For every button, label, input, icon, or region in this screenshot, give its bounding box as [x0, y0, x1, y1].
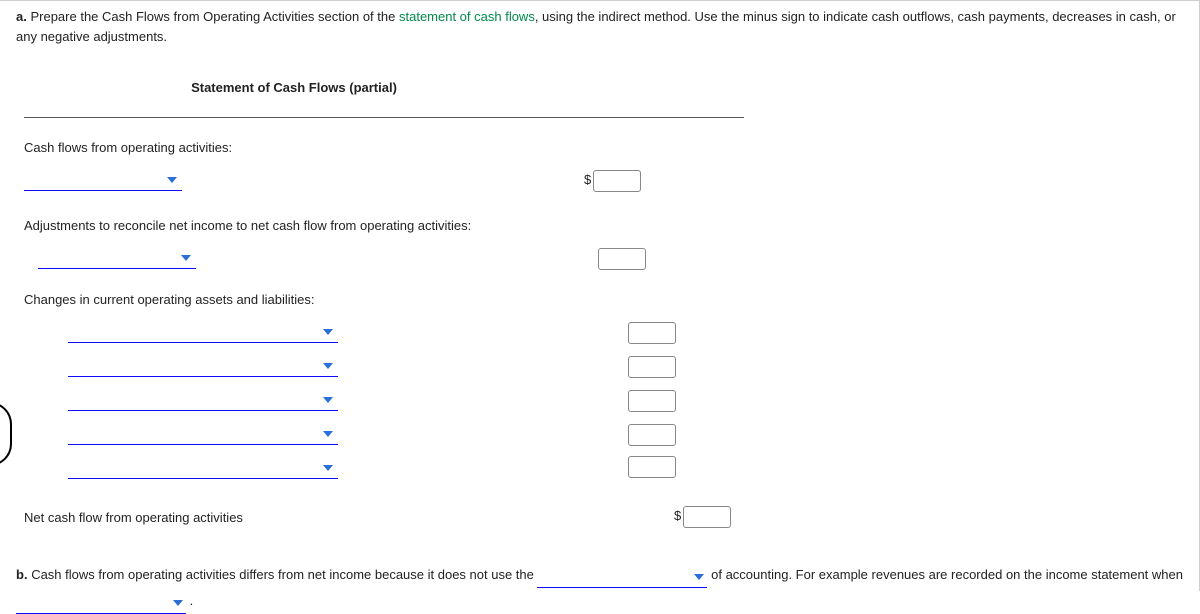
change-amount-input-5[interactable] — [628, 456, 676, 478]
changes-label: Changes in current operating assets and … — [24, 292, 744, 307]
part-b-text-2: of accounting. For example revenues are … — [711, 567, 1183, 582]
part-a-letter: a. — [16, 9, 27, 24]
part-b-letter: b. — [16, 567, 28, 582]
cash-flows-operating-header: Cash flows from operating activities: — [24, 140, 584, 155]
chevron-down-icon — [322, 326, 334, 338]
part-b-text-1: Cash flows from operating activities dif… — [31, 567, 537, 582]
change-amount-input-2[interactable] — [628, 356, 676, 378]
chevron-down-icon — [322, 394, 334, 406]
chevron-down-icon — [322, 428, 334, 440]
statement-of-cash-flows-link[interactable]: statement of cash flows — [399, 9, 535, 24]
statement-title: Statement of Cash Flows (partial) — [24, 80, 564, 95]
change-dropdown-5[interactable] — [68, 460, 338, 479]
accounting-basis-dropdown[interactable] — [537, 569, 707, 588]
page-edge-decoration — [0, 402, 12, 466]
net-cash-flow-total-input[interactable] — [683, 506, 731, 528]
part-a-instruction-pre: Prepare the Cash Flows from Operating Ac… — [30, 9, 399, 24]
chevron-down-icon — [172, 597, 184, 609]
change-amount-input-4[interactable] — [628, 424, 676, 446]
net-cash-flow-label: Net cash flow from operating activities — [24, 510, 584, 525]
net-income-amount-input[interactable] — [593, 170, 641, 192]
adjustment-amount-input[interactable] — [598, 248, 646, 270]
revenue-timing-dropdown[interactable] — [16, 595, 186, 614]
net-income-dropdown[interactable] — [24, 172, 182, 191]
chevron-down-icon — [322, 360, 334, 372]
change-dropdown-1[interactable] — [68, 324, 338, 343]
currency-symbol: $ — [584, 172, 591, 187]
chevron-down-icon — [693, 571, 705, 583]
part-b-period: . — [190, 593, 194, 608]
adjustments-label: Adjustments to reconcile net income to n… — [24, 218, 744, 233]
change-amount-input-1[interactable] — [628, 322, 676, 344]
change-dropdown-4[interactable] — [68, 426, 338, 445]
change-dropdown-3[interactable] — [68, 392, 338, 411]
change-amount-input-3[interactable] — [628, 390, 676, 412]
chevron-down-icon — [322, 462, 334, 474]
chevron-down-icon — [166, 174, 178, 186]
divider — [24, 117, 744, 118]
chevron-down-icon — [180, 252, 192, 264]
adjustment-dropdown[interactable] — [38, 250, 196, 269]
change-dropdown-2[interactable] — [68, 358, 338, 377]
currency-symbol: $ — [674, 508, 681, 523]
